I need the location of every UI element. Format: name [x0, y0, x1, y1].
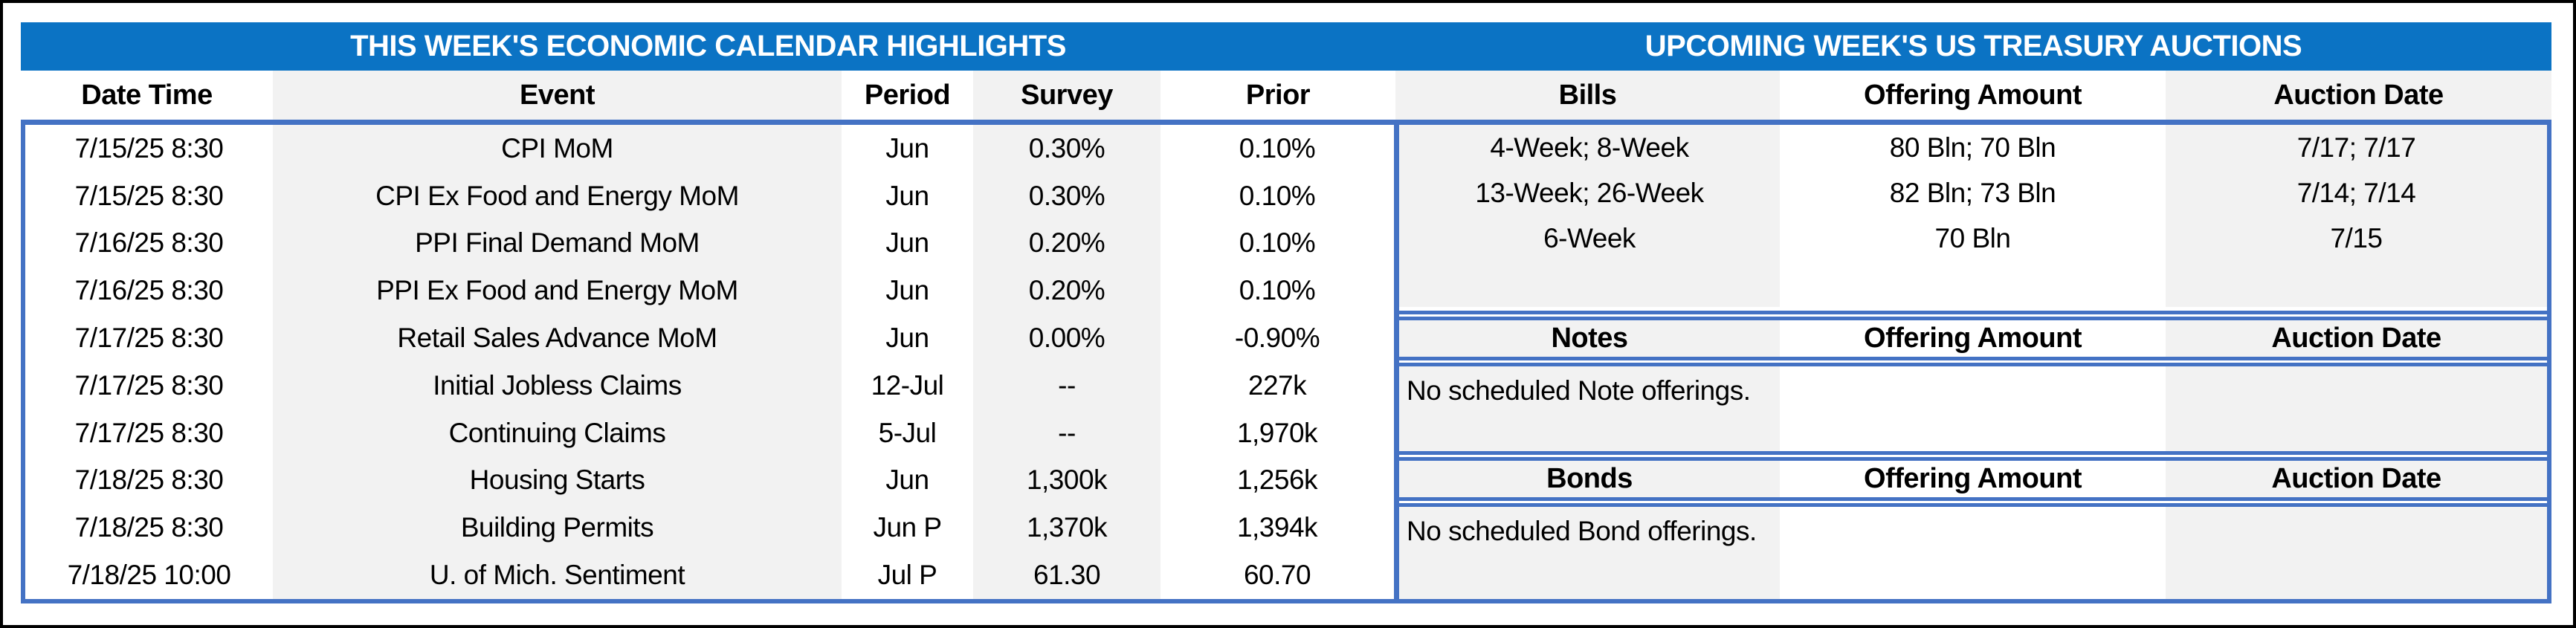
- cell-date-time: 7/18/25 8:30: [74, 464, 224, 496]
- cell-bills-empty: [2166, 261, 2547, 307]
- cell-period: 12-Jul: [871, 369, 944, 401]
- table-divider: [1394, 125, 1399, 599]
- cell-bills-empty: [1399, 261, 1780, 307]
- cell-survey: --: [973, 409, 1161, 457]
- header-event: Event: [273, 71, 842, 120]
- cell-period: Jun: [885, 132, 929, 164]
- header-bonds-auction-date: Auction Date: [2166, 461, 2547, 497]
- economic-calendar-sheet: THIS WEEK'S ECONOMIC CALENDAR HIGHLIGHTS…: [21, 22, 2551, 603]
- cell-event: Initial Jobless Claims: [273, 361, 842, 410]
- cell-bills-date: 7/15: [2166, 216, 2547, 262]
- cell-survey: 0.20%: [973, 219, 1161, 268]
- cell-event: Housing Starts: [273, 456, 842, 505]
- header-offering-amount: Offering Amount: [1864, 79, 2082, 111]
- bills-section: 4-Week; 8-Week 80 Bln; 70 Bln 7/17; 7/17…: [1399, 125, 2547, 314]
- cell-period: Jun: [885, 180, 929, 211]
- header-bills: Bills: [1395, 71, 1780, 120]
- header-date-time: Date Time: [81, 79, 213, 111]
- cell-bills-empty: [1780, 262, 2166, 307]
- cell-date-time: 7/17/25 8:30: [74, 369, 224, 401]
- cell-period: Jun: [885, 323, 929, 354]
- cell-period: Jun: [885, 464, 929, 496]
- cell-period: Jun: [885, 275, 929, 306]
- cell-date-time: 7/15/25 8:30: [74, 180, 224, 211]
- cell-prior: 0.10%: [1239, 180, 1316, 211]
- header-notes-auction-date: Auction Date: [2166, 320, 2547, 357]
- cell-period: 5-Jul: [878, 417, 937, 448]
- cell-bills-date: 7/17; 7/17: [2166, 125, 2547, 171]
- cell-bills-date: 7/14; 7/14: [2166, 170, 2547, 216]
- cell-date-time: 7/18/25 10:00: [67, 560, 231, 591]
- cell-prior: 227k: [1247, 369, 1307, 401]
- cell-survey: 0.30%: [973, 172, 1161, 220]
- header-prior: Prior: [1245, 79, 1311, 111]
- table-body: 7/15/25 8:30 CPI MoM Jun 0.30% 0.10% 7/1…: [21, 125, 2551, 603]
- economic-calendar-title: THIS WEEK'S ECONOMIC CALENDAR HIGHLIGHTS: [350, 30, 1066, 62]
- header-notes: Notes: [1399, 320, 1780, 357]
- notes-section: No scheduled Note offerings.: [1399, 363, 2547, 455]
- title-band: THIS WEEK'S ECONOMIC CALENDAR HIGHLIGHTS…: [21, 22, 2551, 71]
- notes-empty-date: [2166, 366, 2547, 451]
- cell-event: PPI Final Demand MoM: [273, 219, 842, 268]
- cell-event: CPI Ex Food and Energy MoM: [273, 172, 842, 220]
- treasury-auctions-panel: 4-Week; 8-Week 80 Bln; 70 Bln 7/17; 7/17…: [1399, 125, 2547, 599]
- cell-event: CPI MoM: [273, 125, 842, 172]
- header-auction-date: Auction Date: [2166, 71, 2551, 120]
- cell-survey: 0.30%: [973, 125, 1161, 172]
- cell-date-time: 7/17/25 8:30: [74, 417, 224, 448]
- cell-prior: 0.10%: [1239, 132, 1316, 164]
- notes-empty-offering: [1780, 366, 2166, 451]
- cell-event: PPI Ex Food and Energy MoM: [273, 267, 842, 315]
- cell-date-time: 7/17/25 8:30: [74, 323, 224, 354]
- cell-date-time: 7/16/25 8:30: [74, 275, 224, 306]
- bonds-section: No scheduled Bond offerings.: [1399, 503, 2547, 599]
- cell-prior: 1,970k: [1236, 417, 1318, 448]
- cell-bills-security: 4-Week; 8-Week: [1399, 125, 1780, 171]
- treasury-auctions-title: UPCOMING WEEK'S US TREASURY AUCTIONS: [1644, 30, 2302, 62]
- header-bonds: Bonds: [1399, 461, 1780, 497]
- cell-date-time: 7/18/25 8:30: [74, 512, 224, 543]
- cell-event: U. of Mich. Sentiment: [273, 551, 842, 599]
- bonds-empty-offering: [1780, 507, 2166, 599]
- cell-event: Continuing Claims: [273, 409, 842, 457]
- cell-prior: 0.10%: [1239, 275, 1316, 306]
- cell-date-time: 7/15/25 8:30: [74, 132, 224, 164]
- bonds-empty-date: [2166, 507, 2547, 599]
- notes-header-row: Notes Offering Amount Auction Date: [1399, 317, 2547, 360]
- cell-bills-amount: 80 Bln; 70 Bln: [1889, 132, 2056, 163]
- header-bonds-offering-amount: Offering Amount: [1864, 463, 2082, 494]
- cell-survey: 61.30: [973, 551, 1161, 599]
- cell-event: Building Permits: [273, 504, 842, 552]
- notes-message: No scheduled Note offerings.: [1399, 366, 1780, 451]
- cell-prior: 0.10%: [1239, 227, 1316, 259]
- cell-survey: 0.20%: [973, 267, 1161, 315]
- cell-period: Jun: [885, 227, 929, 259]
- cell-prior: -0.90%: [1234, 323, 1320, 354]
- economic-calendar-table: 7/15/25 8:30 CPI MoM Jun 0.30% 0.10% 7/1…: [25, 125, 1394, 599]
- cell-prior: 60.70: [1243, 560, 1311, 591]
- cell-survey: 0.00%: [973, 314, 1161, 362]
- cell-event: Retail Sales Advance MoM: [273, 314, 842, 362]
- cell-prior: 1,394k: [1236, 512, 1318, 543]
- cell-bills-amount: 82 Bln; 73 Bln: [1889, 177, 2056, 208]
- cell-bills-security: 6-Week: [1399, 216, 1780, 262]
- cell-bills-security: 13-Week; 26-Week: [1399, 170, 1780, 216]
- cell-date-time: 7/16/25 8:30: [74, 227, 224, 259]
- cell-period: Jun P: [873, 512, 942, 543]
- header-notes-offering-amount: Offering Amount: [1864, 323, 2082, 354]
- cell-survey: --: [973, 361, 1161, 410]
- bonds-message: No scheduled Bond offerings.: [1399, 507, 1780, 599]
- cell-survey: 1,300k: [973, 456, 1161, 505]
- column-header-row: Date Time Event Period Survey Prior Bill…: [21, 71, 2551, 125]
- cell-prior: 1,256k: [1236, 464, 1318, 496]
- header-survey: Survey: [973, 71, 1161, 120]
- bonds-header-row: Bonds Offering Amount Auction Date: [1399, 457, 2547, 501]
- cell-period: Jul P: [877, 560, 937, 591]
- header-period: Period: [864, 79, 951, 111]
- cell-bills-amount: 70 Bln: [1934, 222, 2011, 253]
- cell-survey: 1,370k: [973, 504, 1161, 552]
